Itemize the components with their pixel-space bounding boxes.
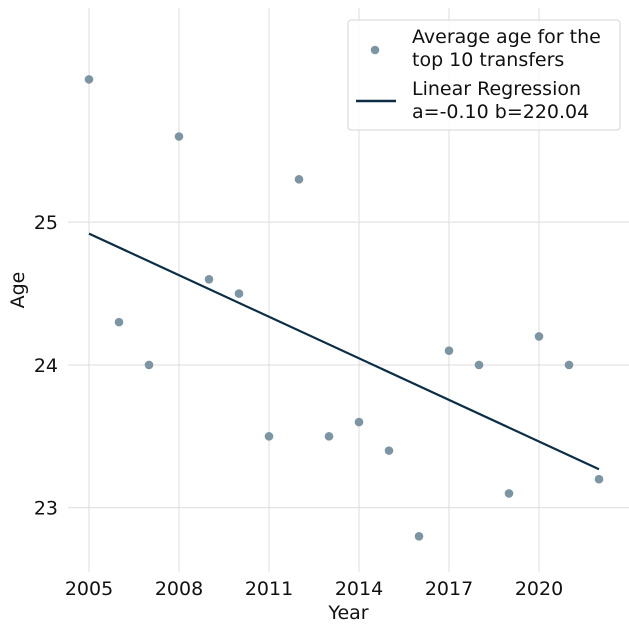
tick-labels: 2005 2008 2011 2014 2017 2020 23 24 25: [34, 212, 563, 600]
data-point: [534, 332, 544, 341]
x-tick-label: 2017: [425, 578, 473, 600]
legend-box: [347, 19, 621, 131]
data-point: [204, 274, 214, 284]
regression-line: [88, 232, 600, 471]
legend-marker-points: [370, 45, 380, 55]
x-tick-label: 2014: [335, 578, 383, 600]
legend-label-regression-line2: a=-0.10 b=220.04: [412, 101, 589, 123]
data-point: [84, 75, 94, 84]
scatter-points: [84, 75, 604, 541]
legend-label-regression-line1: Linear Regression: [412, 78, 581, 100]
data-point: [594, 474, 604, 484]
data-point: [504, 489, 514, 498]
x-axis-title: Year: [327, 602, 368, 624]
data-point: [474, 360, 484, 370]
data-point: [384, 446, 394, 455]
regression-line-layer: [88, 232, 600, 471]
y-tick-label: 24: [34, 355, 58, 377]
y-tick-label: 25: [34, 212, 58, 234]
data-point: [354, 417, 364, 427]
data-point: [114, 317, 124, 327]
legend: Average age for the top 10 transfers Lin…: [347, 19, 621, 131]
legend-label-points-line2: top 10 transfers: [412, 49, 564, 71]
x-tick-label: 2008: [155, 578, 203, 600]
data-point: [564, 360, 574, 370]
data-point: [174, 132, 184, 141]
data-point: [414, 532, 424, 541]
data-point: [144, 360, 154, 370]
x-tick-label: 2020: [515, 578, 563, 600]
legend-label-points-line1: Average age for the: [412, 26, 601, 48]
data-point: [324, 432, 334, 441]
data-point: [264, 432, 274, 441]
data-point: [234, 289, 244, 298]
y-tick-label: 23: [34, 498, 58, 520]
data-point: [294, 175, 304, 184]
x-tick-label: 2011: [245, 578, 293, 600]
y-axis-title: Age: [7, 272, 29, 309]
data-point: [444, 346, 454, 355]
x-tick-label: 2005: [65, 578, 113, 600]
